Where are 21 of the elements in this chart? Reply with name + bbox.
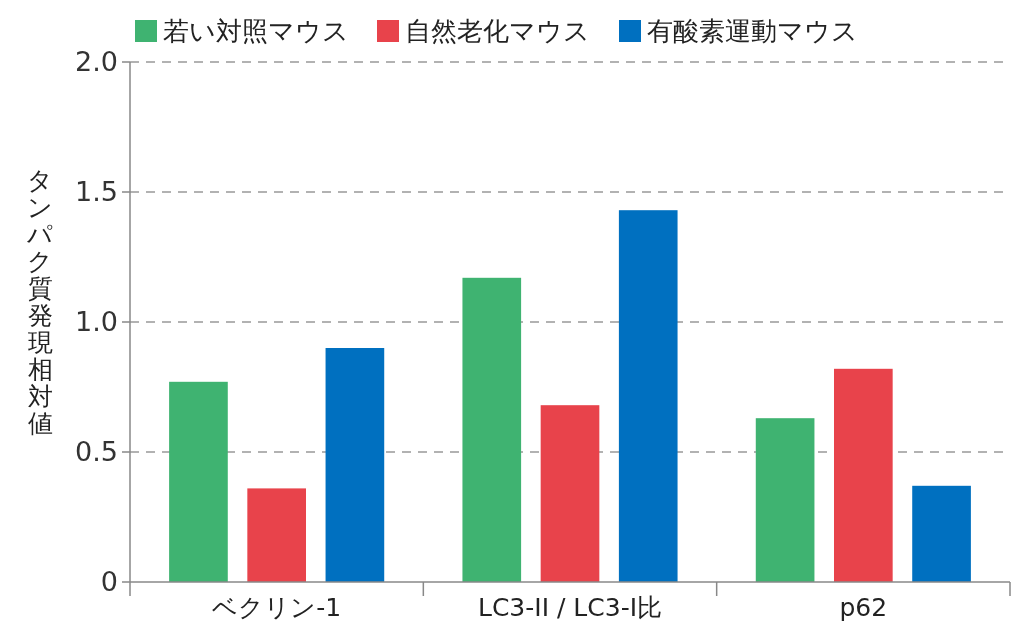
bar — [912, 485, 971, 582]
bar — [618, 210, 678, 582]
bar — [462, 277, 522, 582]
y-tick-label: 1.5 — [75, 176, 118, 208]
legend-label: 自然老化マウス — [405, 16, 590, 46]
y-tick-label: 1.0 — [75, 306, 118, 338]
text: タンパク質発現相対値 — [27, 166, 53, 439]
x-tick-label: ベクリン-1 — [212, 593, 342, 622]
x-tick-label: LC3-II / LC3-I比 — [477, 593, 663, 622]
bar — [755, 418, 815, 582]
y-tick-label: 0 — [100, 566, 118, 598]
bar — [169, 381, 228, 582]
legend-label: 有酸素運動マウス — [647, 16, 858, 46]
legend-label: 若い対照マウス — [163, 16, 349, 46]
y-tick-label: 2.0 — [75, 46, 118, 78]
bar — [834, 368, 893, 582]
y-tick-label: 0.5 — [75, 436, 118, 468]
bar — [540, 405, 600, 582]
bar — [247, 488, 306, 582]
bar — [325, 348, 385, 582]
x-tick-label: p62 — [839, 593, 888, 622]
